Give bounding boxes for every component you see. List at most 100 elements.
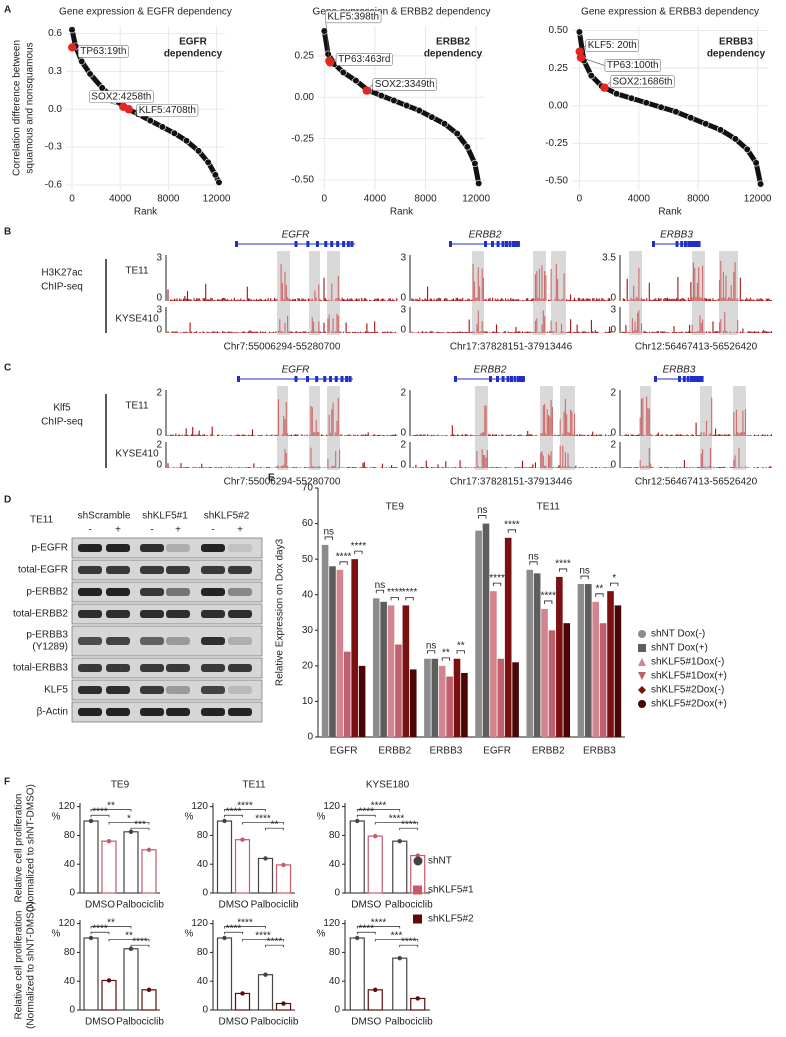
y-tick-label: -0.50	[545, 176, 568, 187]
bar-mean-dot	[355, 935, 360, 941]
chart-title: Gene expression & ERBB2 dependency	[313, 7, 491, 18]
exon	[687, 241, 691, 247]
gene-point	[170, 129, 179, 137]
highlight-point	[362, 86, 371, 95]
gene-point	[377, 91, 385, 100]
highlight-point	[325, 58, 335, 67]
panel-letter: C	[4, 363, 11, 374]
exon	[350, 241, 354, 247]
exon	[334, 376, 338, 382]
significance-label: ****	[402, 587, 418, 598]
highlight-region	[733, 386, 746, 470]
legend-marker	[413, 856, 423, 866]
gene-point	[324, 50, 332, 58]
bar-mean-dot	[88, 935, 94, 941]
signal-track-highlight	[639, 448, 747, 468]
exon	[675, 241, 679, 247]
gene-point	[68, 26, 76, 34]
blot-band	[201, 610, 225, 618]
scale-min: 0	[156, 460, 162, 471]
exon	[683, 241, 687, 247]
exon	[491, 241, 494, 247]
significance-label: **	[457, 640, 465, 651]
panel-letter: E	[268, 473, 275, 484]
significance-bracket	[374, 822, 419, 825]
blot-band	[106, 686, 130, 694]
x-axis-label: Rank	[390, 207, 414, 218]
blot-band	[228, 566, 252, 574]
scale-min: 0	[610, 460, 616, 471]
significance-label: ****	[237, 801, 253, 812]
y-tick-label: -0.3	[45, 142, 63, 153]
significance-label: ****	[132, 936, 148, 947]
significance-label: ns	[324, 527, 335, 538]
bar-mean-dot	[146, 987, 152, 993]
x-tick-label: Palbociclib	[385, 1017, 433, 1028]
scale-min: 0	[156, 428, 162, 439]
significance-bracket	[492, 582, 502, 587]
gene-point	[415, 106, 423, 115]
annotation: dependency	[424, 49, 483, 60]
bar	[563, 623, 571, 737]
x-axis-label: Rank	[134, 207, 158, 218]
sample-label: KYSE410	[115, 449, 159, 460]
bar	[526, 569, 534, 737]
gene-point	[756, 180, 765, 188]
exon	[506, 376, 510, 382]
signal-track-highlight	[276, 263, 341, 301]
y-tick-label: 0	[202, 1005, 208, 1016]
gene-name: ERBB3	[663, 365, 696, 376]
y-tick-label: 120	[323, 918, 340, 929]
bar	[367, 989, 383, 1011]
x-tick-label: 4000	[109, 194, 132, 205]
gene-point	[731, 135, 739, 143]
bar	[380, 601, 387, 737]
significance-label: ***	[391, 931, 403, 942]
y-tick-label: 40	[329, 859, 341, 870]
blot-band	[228, 686, 252, 694]
bar	[548, 630, 556, 737]
subplot-title: KYSE180	[366, 780, 410, 791]
blot-band	[166, 610, 190, 618]
blot-band	[166, 686, 190, 694]
signal-track	[411, 425, 612, 436]
significance-bracket	[242, 939, 284, 942]
annotation: EGFR	[179, 37, 208, 48]
gene-point	[587, 72, 595, 80]
bar-mean-dot	[88, 818, 94, 824]
significance-bracket	[354, 550, 363, 555]
bar	[409, 669, 417, 737]
exon	[516, 241, 520, 247]
blot-band	[201, 588, 225, 596]
row-label: total-ERBB3	[13, 663, 68, 674]
legend-label: shKLF5#1Dox(-)	[651, 657, 724, 668]
signal-track-highlight	[276, 397, 341, 436]
y-tick-label: 70	[302, 483, 314, 494]
legend-label: shKLF5#2	[428, 914, 474, 925]
y-tick-label: 80	[64, 947, 76, 958]
significance-label: ns	[579, 566, 590, 577]
assay-label: ChIP-seq	[41, 417, 83, 428]
bar-mean-dot	[240, 837, 245, 842]
y-tick-label: 80	[329, 947, 341, 958]
signal-track-highlight	[475, 445, 576, 468]
subplot-title: TE9	[111, 780, 130, 791]
signal-track-highlight	[472, 263, 566, 301]
blot-band	[166, 637, 190, 645]
blot-band	[228, 588, 252, 596]
significance-bracket	[108, 822, 150, 825]
leader-line	[325, 16, 330, 61]
dox-label: +	[175, 525, 181, 536]
scale-max: 2	[400, 388, 406, 399]
significance-label: ****	[489, 573, 505, 584]
y-tick-label: 0.00	[549, 100, 569, 111]
significance-label: ****	[267, 936, 283, 947]
exon	[682, 376, 686, 382]
highlight-point	[600, 83, 609, 92]
blot-band	[78, 708, 102, 716]
highlight-region	[560, 386, 575, 470]
x-tick-label: 12000	[462, 194, 490, 205]
annotation: dependency	[707, 49, 766, 60]
bar	[321, 544, 329, 737]
y-tick-label: 80	[197, 947, 209, 958]
